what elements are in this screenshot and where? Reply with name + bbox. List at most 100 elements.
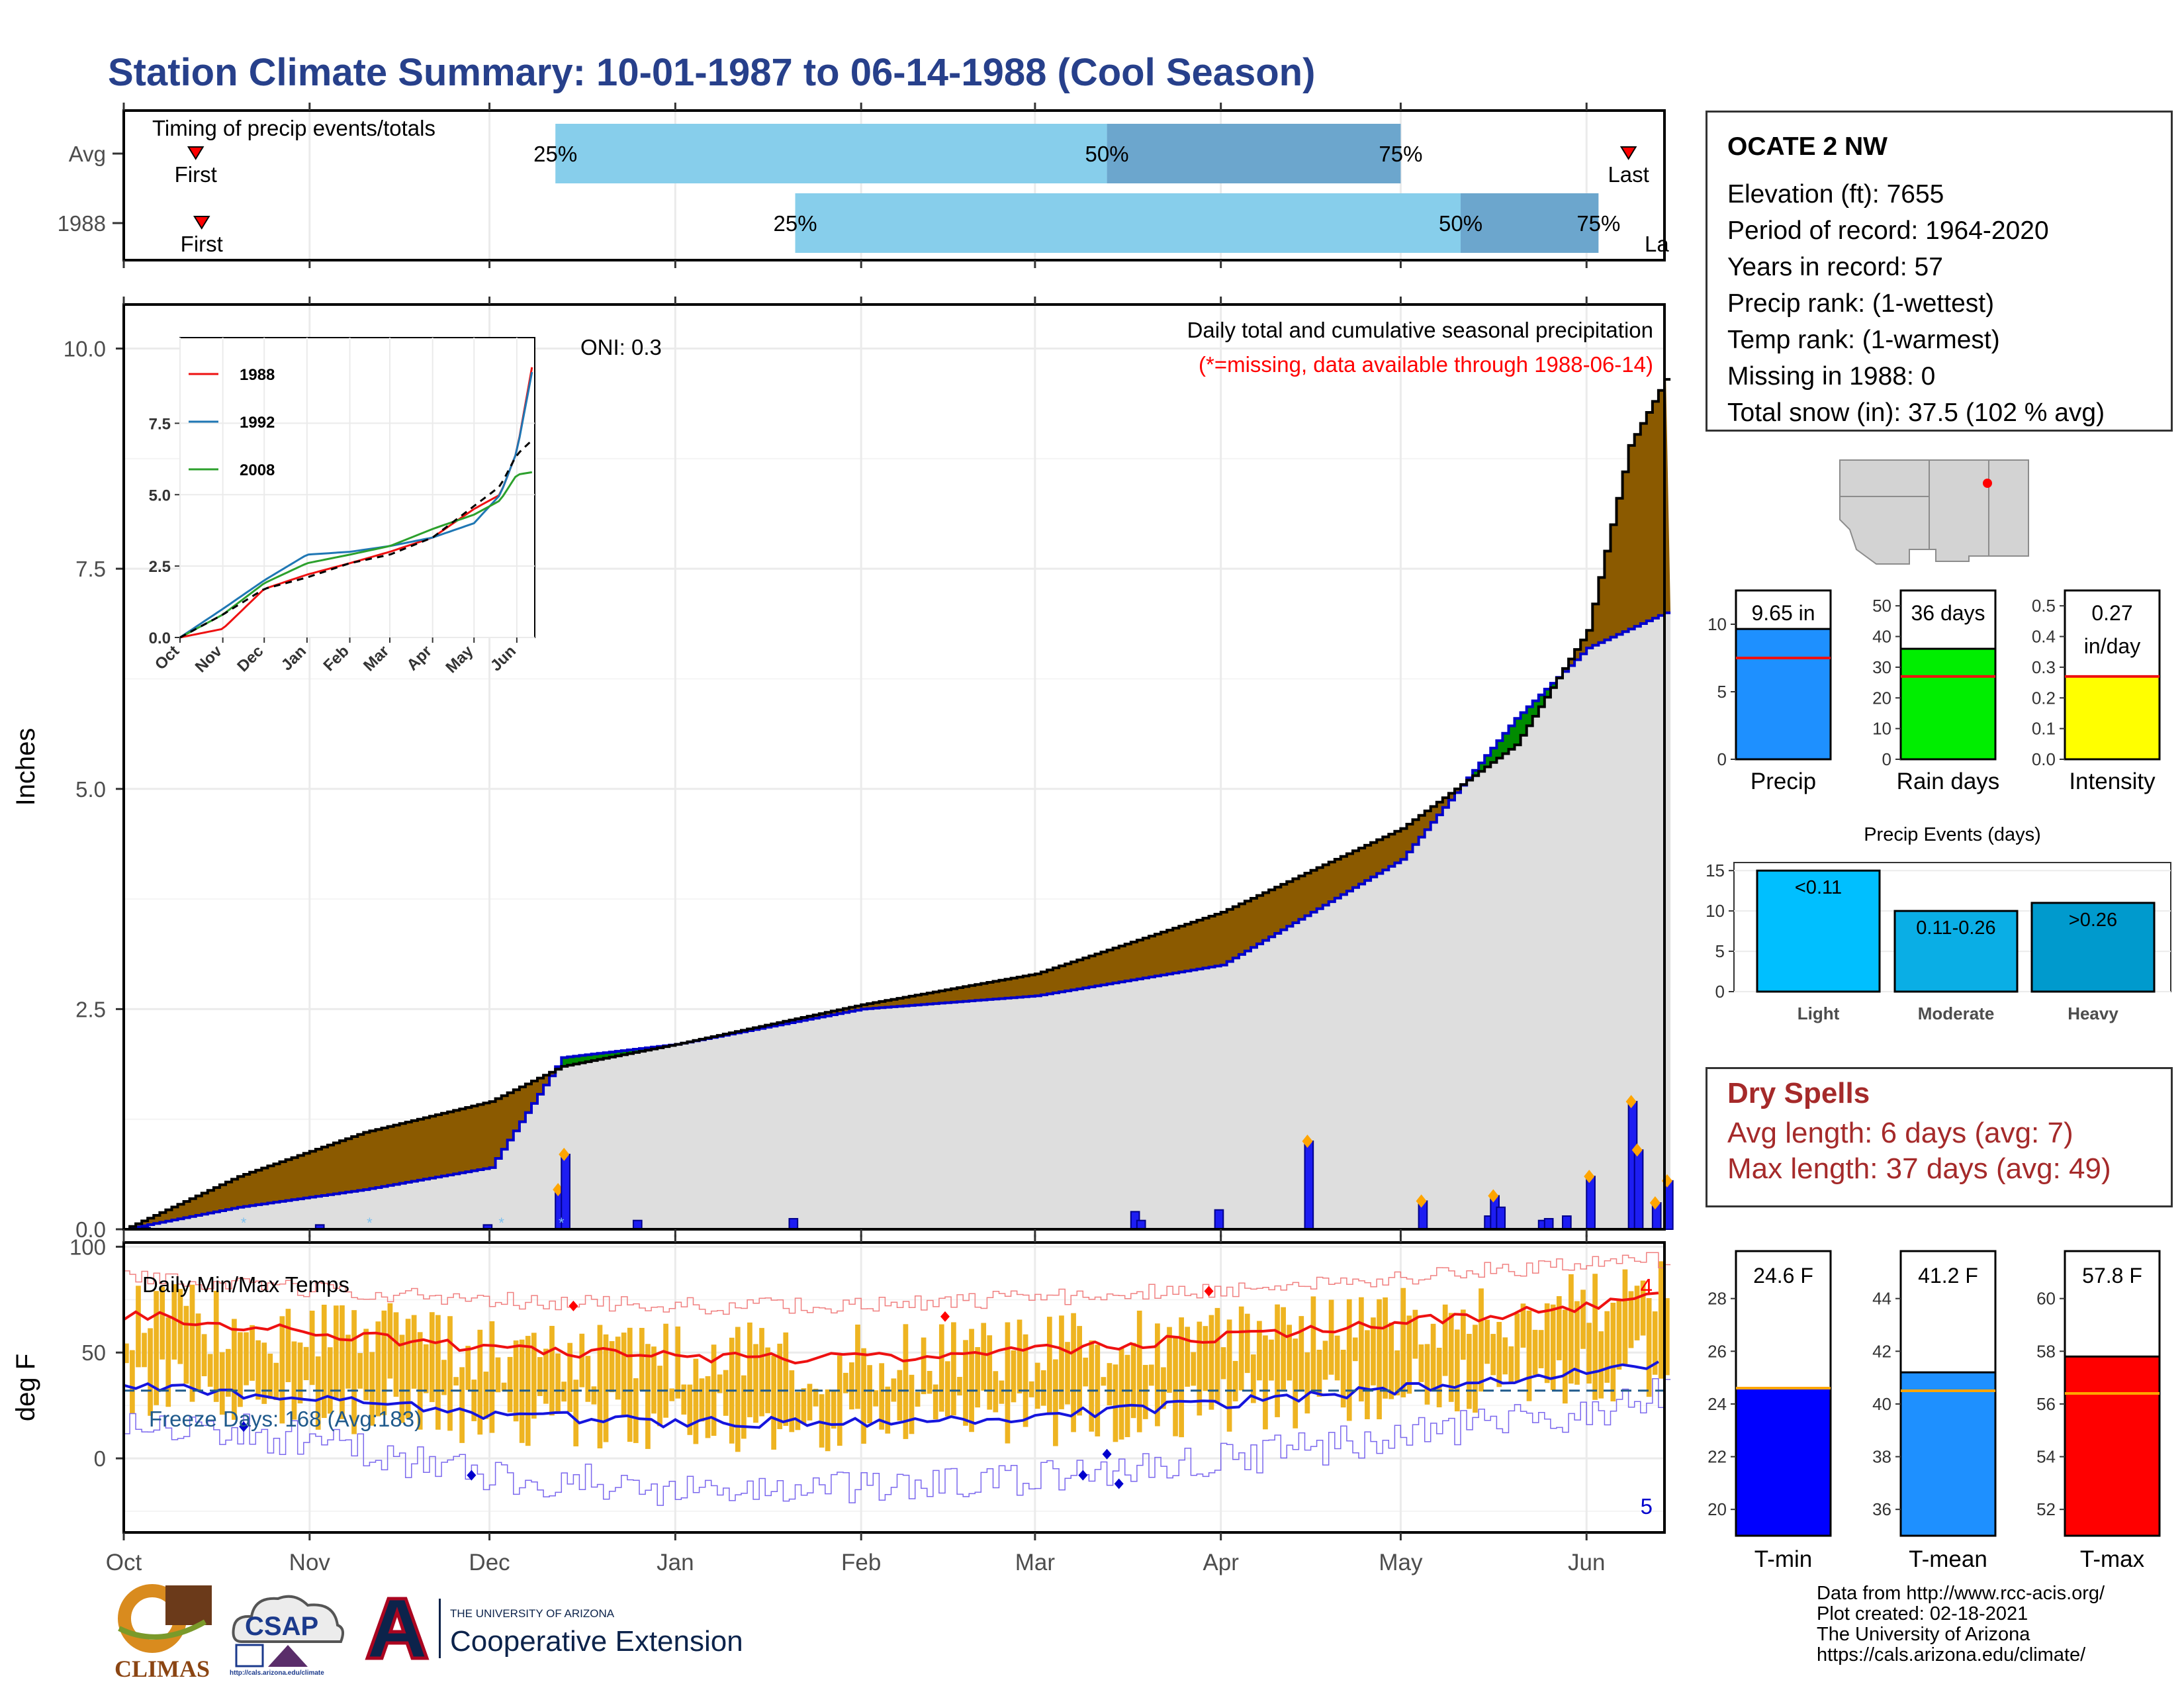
daily-temp-bar bbox=[1640, 1280, 1646, 1336]
mini-temp-bar bbox=[1735, 1387, 1832, 1537]
daily-temp-bar bbox=[1346, 1299, 1352, 1421]
daily-temp-bar bbox=[579, 1333, 585, 1387]
mini-precip-ytick-label: 30 bbox=[1872, 657, 1891, 677]
daily-precip-bar bbox=[1586, 1176, 1596, 1230]
daily-temp-bar bbox=[1388, 1322, 1394, 1399]
daily-temp-bar bbox=[250, 1325, 255, 1381]
daily-temp-bar bbox=[537, 1357, 543, 1396]
credit-university: The University of Arizona bbox=[1817, 1624, 2030, 1645]
daily-temp-bar bbox=[1179, 1317, 1184, 1438]
daily-temp-bar bbox=[1418, 1344, 1424, 1382]
mini-precip-value-label: 9.65 in bbox=[1751, 601, 1815, 625]
inset-series-line bbox=[179, 371, 533, 639]
daily-temp-bar bbox=[1191, 1352, 1197, 1386]
timing-p50-label: 50% bbox=[1439, 211, 1482, 236]
events-bar bbox=[1893, 910, 2019, 993]
mini-temp-value-label: 57.8 F bbox=[2082, 1264, 2142, 1288]
daily-temp-bar bbox=[897, 1370, 903, 1421]
daily-temp-bar bbox=[1023, 1334, 1028, 1427]
mini-temp-ytick-label: 54 bbox=[2036, 1447, 2056, 1467]
daily-temp-bar bbox=[1167, 1327, 1172, 1393]
daily-temp-bar bbox=[154, 1291, 159, 1405]
precip-cumulative-line bbox=[124, 378, 1671, 1231]
daily-temp-bar bbox=[981, 1323, 987, 1391]
mini-precip-charts: 9.65 in 0 5 10 Precip 36 days 0 10 20 30 40 50 Rain … bbox=[1707, 589, 2161, 794]
mini-temp-ytick-label: 24 bbox=[1707, 1394, 1727, 1414]
daily-temp-bar bbox=[933, 1384, 938, 1420]
daily-temp-bar bbox=[1298, 1316, 1304, 1390]
daily-temp-bar bbox=[1454, 1329, 1460, 1412]
daily-temp-bar bbox=[807, 1383, 813, 1421]
daily-temp-bar bbox=[165, 1317, 171, 1407]
daily-temp-bar bbox=[1101, 1377, 1107, 1386]
daily-temp-bar bbox=[531, 1333, 537, 1419]
record-high-count: 4 bbox=[1641, 1274, 1653, 1299]
daily-temp-bar bbox=[387, 1303, 393, 1379]
mini-temp-bar bbox=[2064, 1355, 2161, 1537]
daily-temp-bar bbox=[267, 1353, 273, 1399]
daily-temp-bar bbox=[1197, 1321, 1203, 1416]
mini-temp-ytick-label: 56 bbox=[2036, 1394, 2056, 1414]
mini-precip-xlabel: Intensity bbox=[2069, 769, 2156, 794]
daily-temp-bar bbox=[699, 1378, 705, 1422]
temp-panel: 0 50 100 deg F Daily Min/Max Temps Freeze Day… bbox=[11, 1235, 1671, 1534]
mini-precip-ytick-label: 0.2 bbox=[2032, 688, 2056, 708]
inset-ytick-label: 7.5 bbox=[149, 415, 171, 433]
daily-temp-bar bbox=[1544, 1303, 1550, 1383]
timing-first-label: First bbox=[181, 232, 223, 256]
daily-temp-bar bbox=[1652, 1311, 1658, 1375]
daily-temp-bar bbox=[1526, 1310, 1532, 1401]
daily-temp-bar bbox=[471, 1380, 477, 1421]
daily-temp-bar bbox=[1412, 1309, 1418, 1359]
daily-temp-bar bbox=[1442, 1304, 1448, 1376]
month-label: Mar bbox=[1015, 1550, 1056, 1575]
daily-temp-bar bbox=[148, 1328, 153, 1416]
daily-temp-bar bbox=[1520, 1303, 1526, 1348]
daily-temp-bar bbox=[1034, 1362, 1040, 1409]
daily-temp-bar bbox=[615, 1336, 621, 1400]
mini-precip-xlabel: Rain days bbox=[1897, 769, 2000, 794]
inset-legend-label: 1992 bbox=[240, 414, 275, 432]
mini-precip-ytick-label: 10 bbox=[1707, 614, 1727, 634]
precip-events-chart: Precip Events (days) 0 5 10 15 <0.11 Light 0.11… bbox=[1706, 824, 2171, 1023]
first-marker-icon bbox=[187, 146, 205, 160]
mini-temp-charts: 24.6 F 20 22 24 26 28 T-min 41.2 F 36 38 40 42 44 T-m… bbox=[1707, 1250, 2161, 1572]
average-tmax-line bbox=[122, 1291, 1659, 1365]
temp-ytick-label: 50 bbox=[81, 1340, 106, 1365]
heavy-event-marker bbox=[553, 1183, 564, 1197]
daily-temp-bar bbox=[207, 1354, 213, 1387]
daily-temp-bar bbox=[1400, 1288, 1406, 1397]
month-label: Nov bbox=[289, 1550, 331, 1575]
daily-temp-bar bbox=[291, 1341, 297, 1420]
heavy-event-marker bbox=[1302, 1134, 1313, 1148]
daily-temp-bar bbox=[1569, 1274, 1574, 1384]
daily-temp-bar bbox=[1556, 1296, 1562, 1360]
events-xlabel: Heavy bbox=[2068, 1004, 2118, 1023]
daily-temp-bar bbox=[1436, 1347, 1442, 1407]
daily-temp-bar bbox=[1322, 1340, 1328, 1380]
mini-precip-ytick-label: 0.1 bbox=[2032, 719, 2056, 739]
station-years: Years in record: 57 bbox=[1727, 253, 1943, 281]
credits: Data from http://www.rcc-acis.org/ Plot … bbox=[1817, 1583, 2105, 1665]
precip-below-avg-fill bbox=[124, 612, 1671, 1229]
daily-temp-bar bbox=[1563, 1309, 1568, 1404]
daily-precip-bar bbox=[1633, 1149, 1644, 1231]
daily-temp-bar bbox=[663, 1323, 668, 1418]
record-low-marker bbox=[1102, 1448, 1112, 1460]
daily-temp-bar bbox=[1352, 1337, 1358, 1362]
daily-temp-bar bbox=[1508, 1346, 1514, 1383]
daily-temp-bar bbox=[567, 1342, 573, 1413]
credit-url: https://cals.arizona.edu/climate/ bbox=[1817, 1644, 2086, 1665]
daily-temp-bar bbox=[315, 1356, 321, 1430]
daily-temp-bar bbox=[261, 1342, 267, 1404]
daily-temp-bar bbox=[1371, 1317, 1376, 1385]
snow-flag-marker: * bbox=[367, 1215, 373, 1231]
daily-temp-bar bbox=[999, 1380, 1005, 1404]
daily-temp-bar bbox=[963, 1340, 968, 1426]
daily-temp-bar bbox=[1287, 1325, 1293, 1381]
daily-temp-bar bbox=[219, 1352, 225, 1415]
daily-temp-bar bbox=[705, 1376, 711, 1438]
daily-temp-bar bbox=[831, 1391, 837, 1429]
daily-temp-bar bbox=[633, 1378, 639, 1443]
daily-temp-bar bbox=[591, 1386, 597, 1405]
